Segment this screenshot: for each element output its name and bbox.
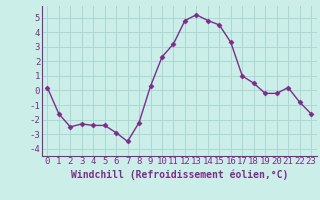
X-axis label: Windchill (Refroidissement éolien,°C): Windchill (Refroidissement éolien,°C) (70, 169, 288, 180)
